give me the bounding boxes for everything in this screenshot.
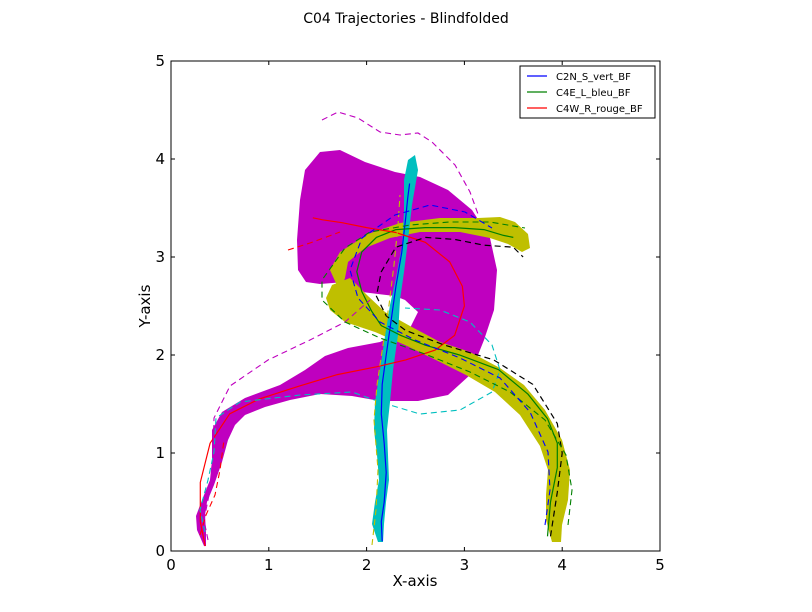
- y-tick-label: 0: [155, 542, 165, 560]
- legend-label-c4e-l-bleu: C4E_L_bleu_BF: [556, 88, 631, 99]
- y-tick-label: 5: [155, 52, 165, 70]
- series-line-black: [375, 236, 563, 537]
- legend-label-c4w-r-rouge: C4W_R_rouge_BF: [556, 104, 643, 115]
- cyan-dashed-envelope: [199, 307, 501, 533]
- magenta-variance-band: [196, 150, 497, 546]
- x-tick-label: 1: [264, 556, 274, 574]
- y-tick-label: 4: [155, 150, 165, 168]
- olive-variance-band: [326, 217, 570, 542]
- plot-area-frame: [170, 60, 661, 552]
- green-dashed-envelope: [321, 221, 573, 526]
- red-dashed-envelope: [199, 231, 341, 536]
- yellow-dashed-envelope: [371, 194, 401, 546]
- x-tick-label: 5: [655, 556, 665, 574]
- series-line-c2n-s-vert: [380, 183, 411, 542]
- y-tick-label: 1: [155, 444, 165, 462]
- chart-title: C04 Trajectories - Blindfolded: [303, 11, 509, 27]
- legend: C2N_S_vert_BF C4E_L_bleu_BF C4W_R_rouge_…: [519, 65, 656, 119]
- x-tick-label: 0: [166, 556, 176, 574]
- axis-ticks: 0 1 2 3 4 5 0 1 2 3 4 5: [155, 52, 664, 574]
- blue-dashed-envelope: [349, 204, 551, 526]
- x-tick-label: 2: [362, 556, 372, 574]
- magenta-dashed-envelope: [203, 111, 479, 541]
- x-tick-label: 3: [460, 556, 470, 574]
- cyan-variance-band: [372, 155, 418, 542]
- x-tick-label: 4: [557, 556, 567, 574]
- series-line-c4w-r-rouge: [199, 217, 466, 547]
- y-tick-label: 3: [155, 248, 165, 266]
- y-tick-label: 2: [155, 346, 165, 364]
- x-axis-label: X-axis: [393, 572, 438, 590]
- y-axis-label: Y-axis: [136, 284, 154, 328]
- legend-label-c2n-s-vert: C2N_S_vert_BF: [556, 72, 631, 83]
